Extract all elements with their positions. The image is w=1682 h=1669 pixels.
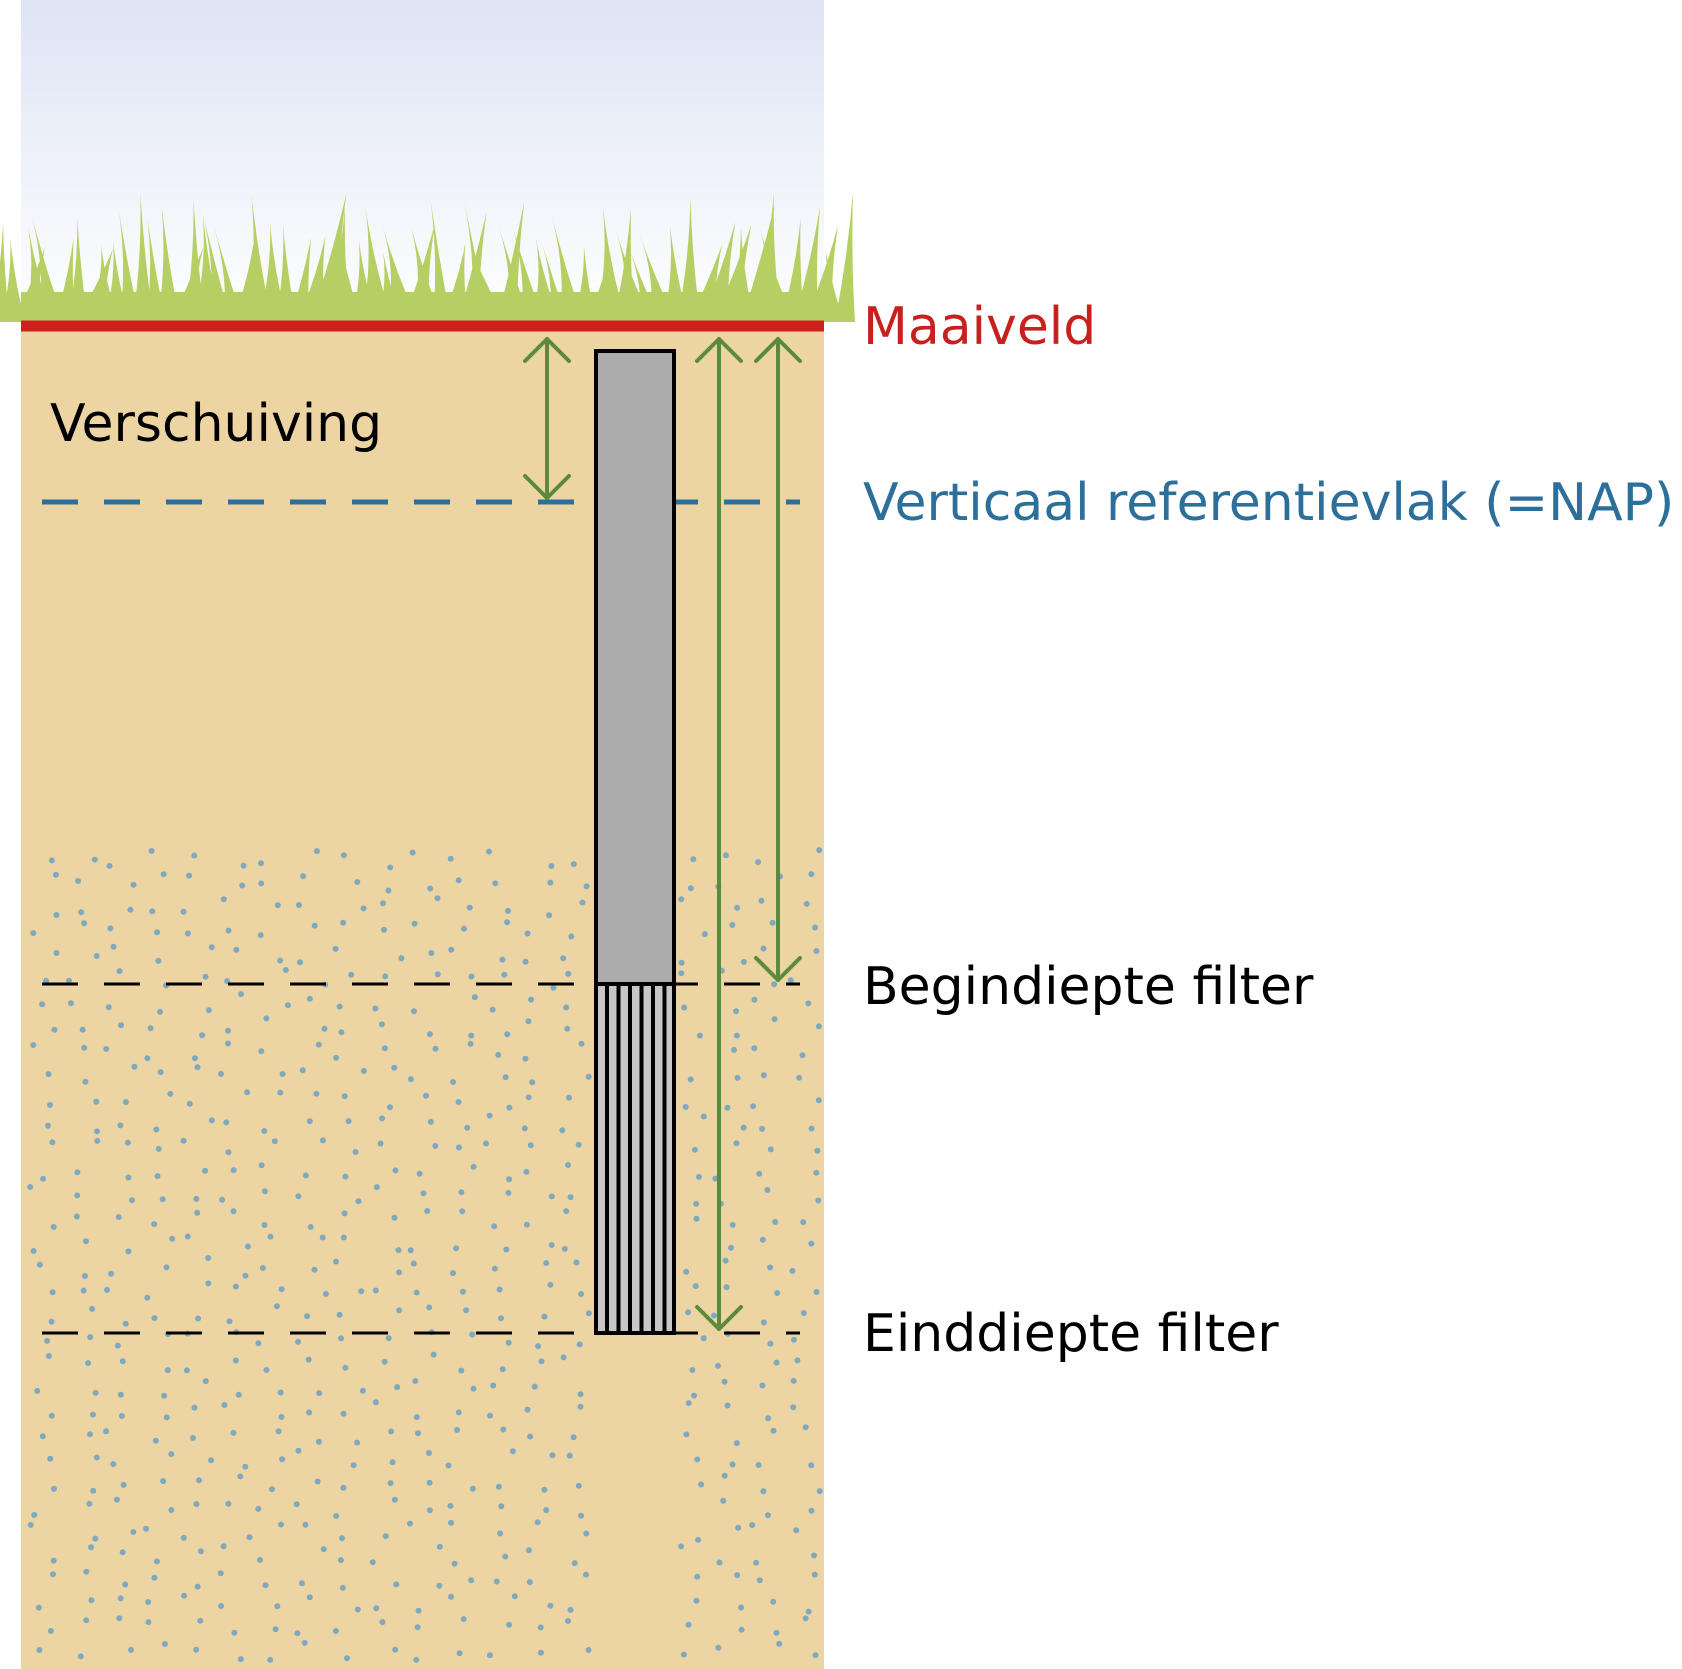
sand-dots-pattern bbox=[27, 847, 823, 1663]
begindiepte-label: Begindiepte filter bbox=[863, 957, 1314, 1017]
einddiepte-arrow bbox=[695, 337, 743, 1331]
soil-column bbox=[21, 326, 824, 1669]
verschuiving-arrow bbox=[523, 337, 571, 500]
well-filter bbox=[594, 982, 676, 1335]
maaiveld-label: Maaiveld bbox=[863, 297, 1096, 357]
referentievlak-label: Verticaal referentievlak (=NAP) bbox=[863, 473, 1674, 533]
verschuiving-label: Verschuiving bbox=[50, 394, 382, 454]
well-pipe bbox=[594, 349, 676, 986]
grass-icon bbox=[0, 192, 856, 324]
begindiepte-arrow bbox=[754, 337, 802, 982]
einddiepte-label: Einddiepte filter bbox=[863, 1304, 1279, 1364]
